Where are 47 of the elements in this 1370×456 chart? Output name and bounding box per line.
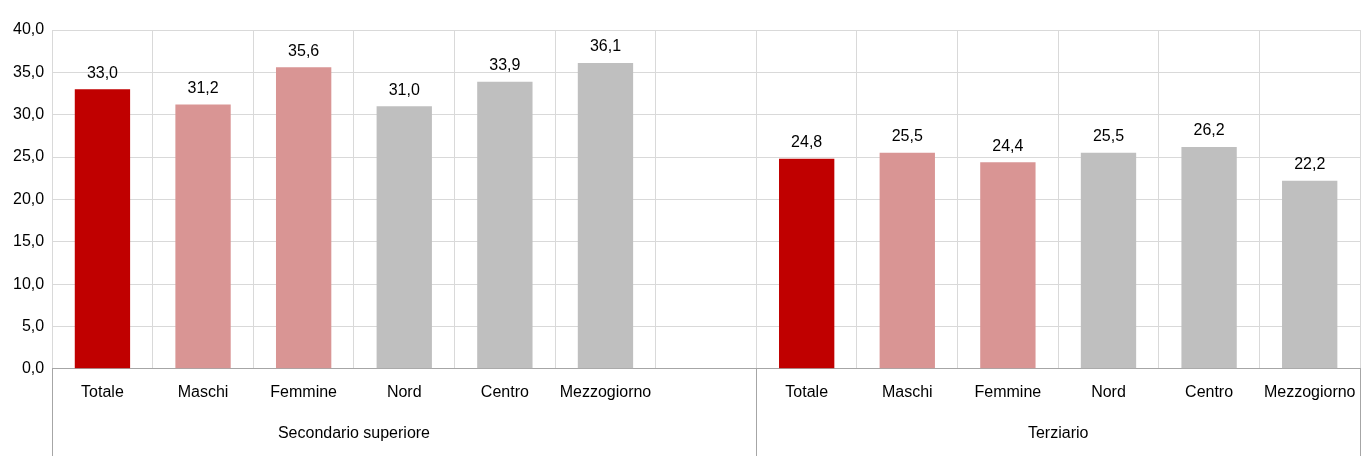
x-tick-label: Totale — [785, 382, 829, 400]
bar — [577, 63, 634, 369]
y-tick-label: 20,0 — [13, 189, 45, 207]
bar — [879, 152, 935, 369]
x-tick-label: Maschi — [881, 382, 933, 400]
data-label: 25,5 — [1092, 127, 1125, 145]
bar — [175, 104, 231, 369]
text: Secondario superiore — [277, 424, 431, 442]
y-tick-label: 30,0 — [13, 105, 45, 123]
x-tick-label: Totale — [81, 382, 124, 400]
bar — [1181, 146, 1237, 369]
bar — [1080, 152, 1137, 369]
bar — [376, 106, 432, 369]
bar — [477, 81, 533, 369]
y-tick-label: 10,0 — [13, 274, 45, 292]
y-tick-label: 15,0 — [13, 232, 45, 250]
data-label: 24,8 — [791, 133, 823, 151]
data-label: 24,4 — [992, 136, 1024, 154]
y-tick-label: 35,0 — [13, 62, 45, 80]
bar — [74, 89, 131, 369]
x-tick-label: Nord — [1091, 382, 1126, 400]
data-label: 36,1 — [589, 37, 622, 55]
bar — [779, 158, 835, 369]
bar — [275, 67, 332, 369]
y-tick-label: 25,0 — [13, 147, 45, 165]
data-label: 33,0 — [86, 63, 119, 81]
y-tick-label: 0,0 — [21, 359, 45, 377]
data-label: 26,2 — [1193, 121, 1225, 139]
x-tick-label: Nord — [386, 382, 422, 400]
x-tick-label: Maschi — [177, 382, 229, 400]
x-tick-label: Femmine — [270, 382, 338, 400]
data-label: 33,9 — [489, 56, 521, 74]
data-label: 25,5 — [891, 127, 923, 145]
x-tick-label: Centro — [1185, 382, 1234, 400]
text: Terziario — [1027, 424, 1089, 442]
data-label: 31,0 — [388, 80, 420, 98]
data-label: 31,2 — [187, 78, 219, 96]
y-tick-label: 5,0 — [21, 316, 45, 334]
x-tick-label: Centro — [480, 382, 529, 400]
bar — [1282, 180, 1338, 369]
data-label: 22,2 — [1294, 155, 1326, 173]
x-tick-label: Mezzogiorno — [559, 382, 652, 400]
y-tick-label: 40,0 — [13, 20, 45, 38]
bar — [980, 162, 1036, 369]
data-label: 35,6 — [288, 41, 320, 59]
x-tick-label: Femmine — [974, 382, 1042, 400]
x-tick-label: Mezzogiorno — [1263, 382, 1356, 400]
